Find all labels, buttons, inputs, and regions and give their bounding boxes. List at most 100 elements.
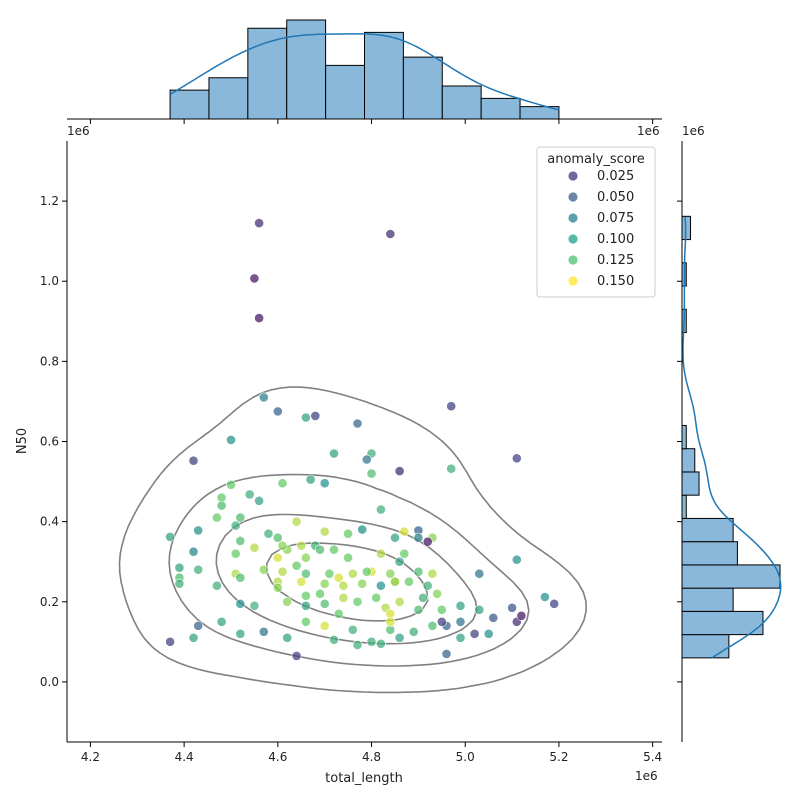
right-hist-bar [682, 494, 687, 519]
scatter-point [483, 628, 494, 639]
scatter-point [188, 546, 199, 557]
x-tick-label: 5.0 [456, 750, 475, 764]
scatter-point [300, 552, 311, 563]
scatter-point [319, 478, 330, 489]
scatter-point [343, 528, 353, 539]
scatter-point [230, 548, 241, 559]
scatter-point [511, 554, 522, 565]
scatter-point [441, 649, 452, 659]
scatter-point [258, 564, 269, 575]
kde-contours [118, 386, 587, 694]
scatter-point [329, 634, 339, 645]
scatter-point [319, 526, 330, 537]
scatter-point [315, 588, 325, 599]
legend-label: 0.100 [597, 232, 634, 247]
scatter-point [296, 540, 307, 551]
scatter-point [488, 612, 499, 623]
scatter-point [300, 616, 311, 627]
top-x-offset-text: 1e6 [67, 124, 90, 138]
scatter-point [427, 568, 438, 579]
scatter-point [474, 568, 485, 579]
main-scatter-plot: 4.2 4.4 4.6 4.8 5.0 5.2 5.4 0.0 0.2 0.4 0.6 0.8 1.0… [15, 141, 662, 786]
scatter-point [390, 576, 400, 587]
scatter-point [516, 610, 527, 621]
scatter-point [249, 273, 260, 284]
right-hist-ticks [677, 200, 682, 683]
scatter-point [300, 568, 311, 579]
scatter-point [263, 528, 274, 539]
x-tick-label: 5.4 [643, 750, 662, 764]
y-tick-label: 0.6 [40, 435, 59, 449]
scatter-point [291, 651, 302, 661]
scatter-point [249, 542, 260, 553]
legend-entries: 0.025 0.050 0.075 0.100 0.125 0.150 [568, 169, 634, 289]
scatter-point [329, 448, 339, 459]
scatter-point [371, 592, 382, 603]
scatter-point [511, 453, 522, 464]
scatter-point [361, 566, 372, 577]
scatter-point [333, 572, 344, 583]
scatter-point [174, 578, 185, 589]
scatter-point [235, 572, 246, 583]
scatter-point [352, 640, 363, 650]
top-hist-bar [247, 27, 288, 119]
scatter-point [226, 434, 236, 445]
scatter-point [174, 562, 185, 573]
scatter-point [446, 463, 457, 474]
scatter-point [408, 626, 419, 637]
scatter-point [230, 520, 241, 531]
scatter-point [436, 604, 447, 615]
scatter-point [394, 466, 405, 476]
scatter-point [427, 620, 438, 631]
x-axis-label: total_length [325, 771, 403, 786]
scatter-point [165, 636, 175, 647]
scatter-point [277, 540, 288, 551]
scatter-point [272, 552, 283, 563]
kde-contour-level-2 [168, 473, 530, 667]
top-hist-bar [169, 89, 210, 119]
scatter-point [188, 632, 199, 643]
scatter-point [413, 532, 424, 543]
scatter-point [235, 628, 246, 639]
scatter-point [375, 638, 386, 649]
scatter-point [375, 548, 386, 559]
legend-marker [568, 171, 578, 181]
right-hist-bars [682, 215, 781, 659]
legend-label: 0.050 [597, 190, 634, 205]
right-y-offset-text: 1e6 [682, 124, 705, 138]
scatter-point [404, 576, 414, 587]
top-hist-bar [519, 106, 560, 119]
y-tick-label: 0.8 [40, 354, 59, 368]
scatter-point [305, 474, 316, 485]
scatter-point [277, 478, 288, 489]
right-hist-bar [682, 541, 738, 566]
legend-box [536, 146, 656, 298]
scatter-point [296, 576, 307, 587]
top-hist-bar [325, 64, 365, 119]
scatter-point [272, 582, 283, 593]
right-hist-bar [682, 471, 700, 496]
scatter-point [338, 592, 349, 603]
y-tick-label: 1.2 [40, 194, 59, 208]
y-axis-label: N50 [15, 428, 30, 454]
scatter-point [394, 596, 405, 607]
x-tick-label: 4.4 [175, 750, 194, 764]
legend-title: anomaly_score [547, 152, 645, 167]
top-kde-line [169, 33, 560, 111]
scatter-point [211, 512, 222, 523]
scatter-point [235, 536, 246, 546]
scatter-point [394, 556, 405, 567]
scatter-point [216, 500, 227, 511]
scatter-point [375, 580, 386, 591]
right-hist-bar [682, 610, 764, 636]
scatter-point [474, 604, 485, 615]
scatter-point [291, 516, 302, 527]
right-hist-bar [682, 564, 781, 589]
scatter-point [540, 592, 550, 602]
scatter-point [338, 580, 349, 591]
y-tick-label: 0.0 [40, 675, 59, 689]
right-hist-bar [682, 587, 734, 612]
scatter-point [226, 479, 236, 490]
scatter-point [390, 532, 400, 543]
scatter-point [310, 410, 321, 421]
